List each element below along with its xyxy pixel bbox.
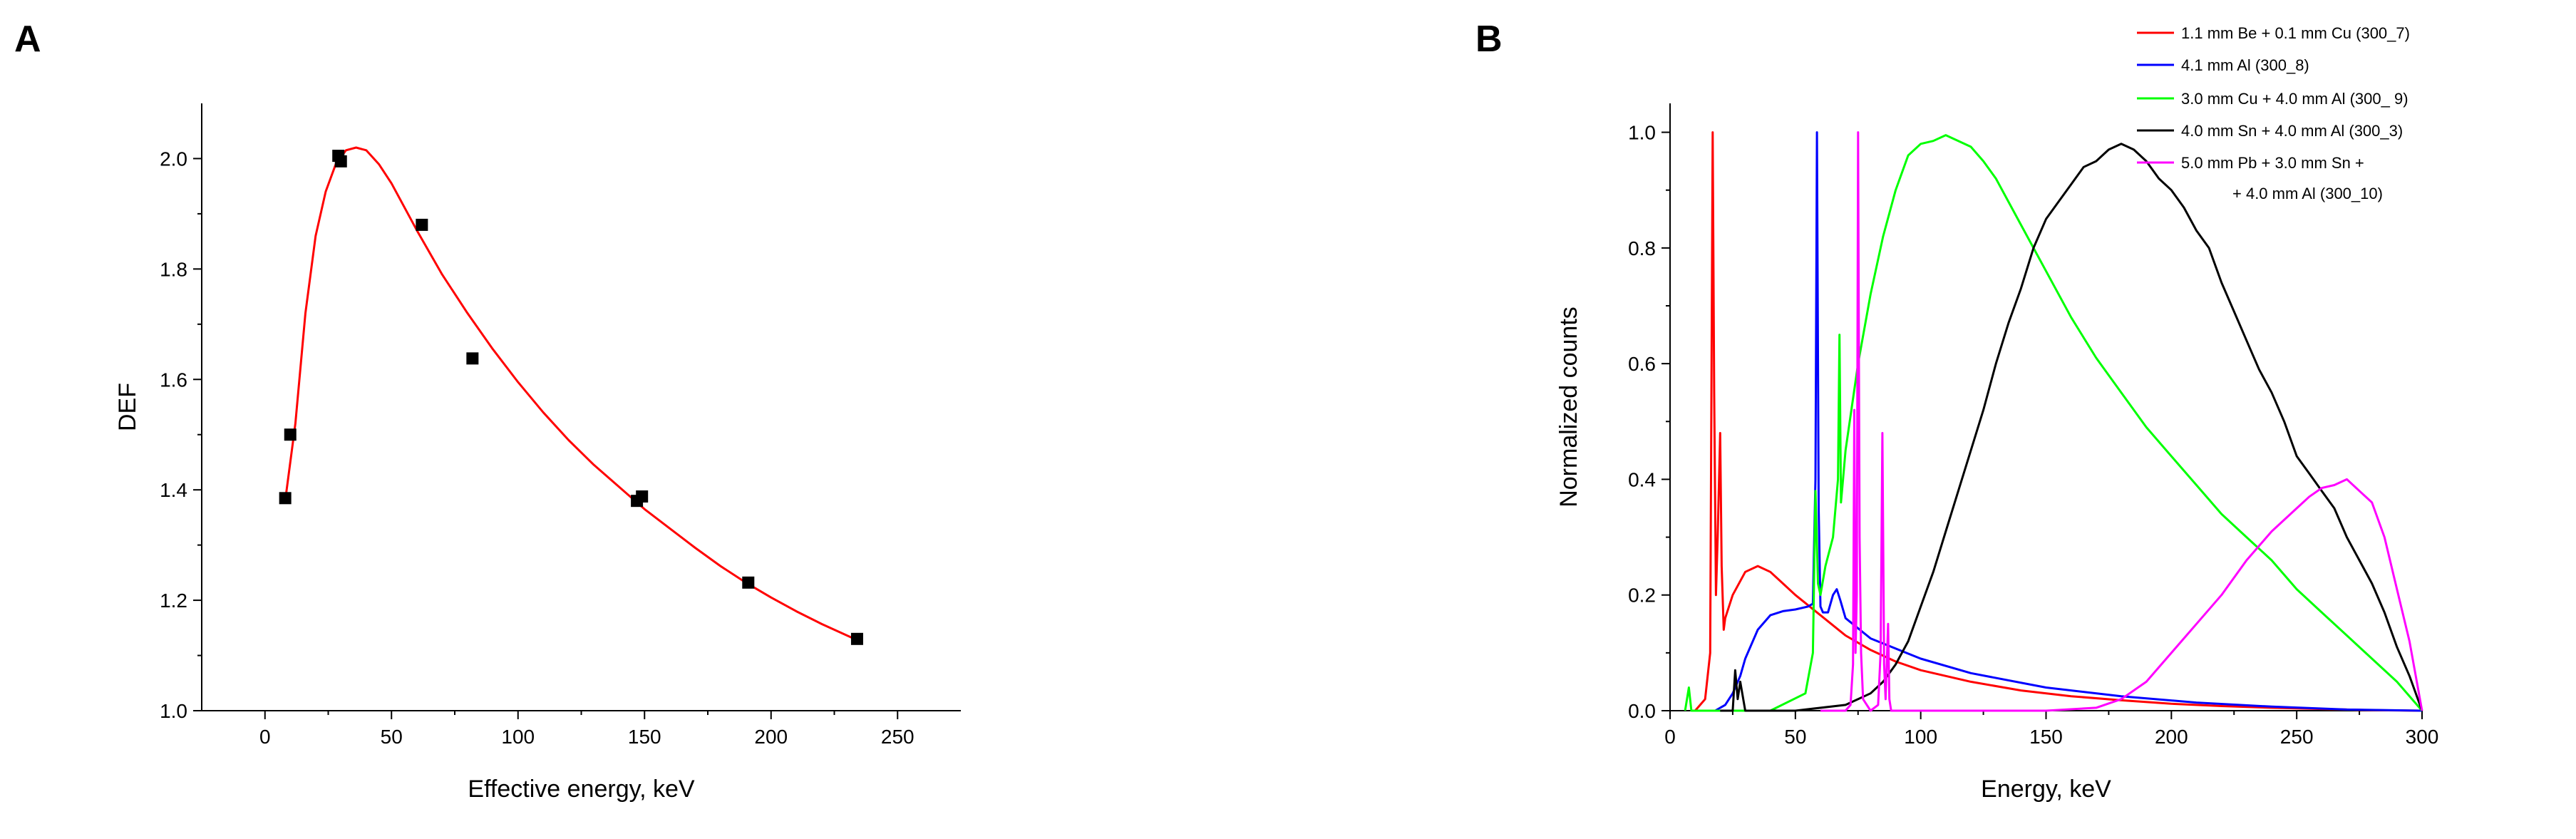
panel-a-label: A xyxy=(14,19,41,60)
legend-label-5: 5.0 mm Pb + 3.0 mm Sn + xyxy=(2181,154,2364,172)
panel-b-y-tick-label: 0.8 xyxy=(1628,237,1656,259)
panel-a-x-axis-title: Effective energy, keV xyxy=(468,776,694,803)
panel-b-series-line-3 xyxy=(1684,134,2423,712)
panel-b-x-tick-label: 100 xyxy=(1904,726,1937,748)
legend-label-2: 4.1 mm Al (300_8) xyxy=(2181,56,2309,74)
panel-b-x-tick-label: 50 xyxy=(1784,726,1806,748)
panel-b-y-tick-label: 0.4 xyxy=(1628,468,1656,490)
panel-b-series xyxy=(1684,131,2423,712)
panel-b-y-tick-label: 1.0 xyxy=(1628,122,1656,144)
panel-b-legend: 1.1 mm Be + 0.1 mm Cu (300_7) 4.1 mm Al (… xyxy=(2137,24,2410,202)
panel-a-data-point xyxy=(742,576,755,589)
panel-a-x-tick-label: 200 xyxy=(754,726,788,748)
panel-a-data-point xyxy=(279,492,292,505)
panel-a-x-tick-label: 50 xyxy=(381,726,403,748)
panel-a-data-point xyxy=(284,428,297,441)
panel-a-data-point xyxy=(636,490,649,503)
panel-b-series-line-5 xyxy=(1820,131,2423,712)
panel-a-data-point xyxy=(466,352,479,365)
legend-label-5-line2: + 4.0 mm Al (300_10) xyxy=(2232,185,2383,202)
panel-a-y-tick-label: 2.0 xyxy=(160,148,187,170)
panel-b-y-tick-label: 0.0 xyxy=(1628,700,1656,722)
panel-a-fit-line xyxy=(284,146,858,642)
panel-b-series-line-2 xyxy=(1714,131,2423,712)
panel-a-x-tick-label: 100 xyxy=(501,726,535,748)
panel-b-chart: B 0 50 100 150 200 250 300 0.0 0.2 0.4 0.6 0.8 1.0 E… xyxy=(1475,19,2438,803)
panel-a-y-axis-title: DEF xyxy=(114,383,141,431)
panel-b-series-line-4 xyxy=(1720,143,2423,712)
panel-a-x-tick-label: 250 xyxy=(881,726,915,748)
legend-label-4: 4.0 mm Sn + 4.0 mm Al (300_3) xyxy=(2181,122,2403,140)
panel-b-y-axis-title: Normalized counts xyxy=(1555,307,1582,508)
legend-label-1: 1.1 mm Be + 0.1 mm Cu (300_7) xyxy=(2181,24,2410,42)
panel-b-x-tick-label: 250 xyxy=(2280,726,2314,748)
panel-a-data-point xyxy=(416,218,428,231)
panel-a-chart: A 0 50 100 150 200 250 1.0 1.2 1.4 1.6 1.8 2.0 Effe… xyxy=(14,19,961,803)
panel-a-y-tick-label: 1.4 xyxy=(160,479,187,501)
panel-b-label: B xyxy=(1475,19,1503,60)
panel-a-data-point xyxy=(334,155,347,168)
panel-a-y-tick-label: 1.0 xyxy=(160,700,187,722)
panel-b-ticks: 0 50 100 150 200 250 300 0.0 0.2 0.4 0.6 0.8 1.0 xyxy=(1628,122,2438,748)
panel-a-y-tick-label: 1.8 xyxy=(160,258,187,280)
panel-b-y-tick-label: 0.2 xyxy=(1628,585,1656,607)
panel-a-ticks: 0 50 100 150 200 250 1.0 1.2 1.4 1.6 1.8 2.0 xyxy=(160,148,915,748)
panel-a-x-tick-label: 150 xyxy=(628,726,661,748)
panel-a-data-points xyxy=(279,150,863,645)
panel-a-fit-curve xyxy=(284,146,858,642)
panel-a-axes xyxy=(201,103,961,711)
panel-a-y-tick-label: 1.2 xyxy=(160,590,187,612)
panel-b-y-tick-label: 0.6 xyxy=(1628,353,1656,375)
panel-a-y-tick-label: 1.6 xyxy=(160,369,187,391)
panel-b-x-tick-label: 200 xyxy=(2155,726,2188,748)
legend-label-3: 3.0 mm Cu + 4.0 mm Al (300_ 9) xyxy=(2181,90,2408,108)
panel-b-x-axis-title: Energy, keV xyxy=(1981,776,2111,803)
panel-b-x-tick-label: 150 xyxy=(2029,726,2063,748)
panel-a-data-point xyxy=(850,632,863,645)
panel-b-x-tick-label: 300 xyxy=(2406,726,2439,748)
panel-b-x-tick-label: 0 xyxy=(1664,726,1676,748)
panel-a-x-tick-label: 0 xyxy=(259,726,271,748)
panel-b-series-line-1 xyxy=(1694,131,2423,712)
